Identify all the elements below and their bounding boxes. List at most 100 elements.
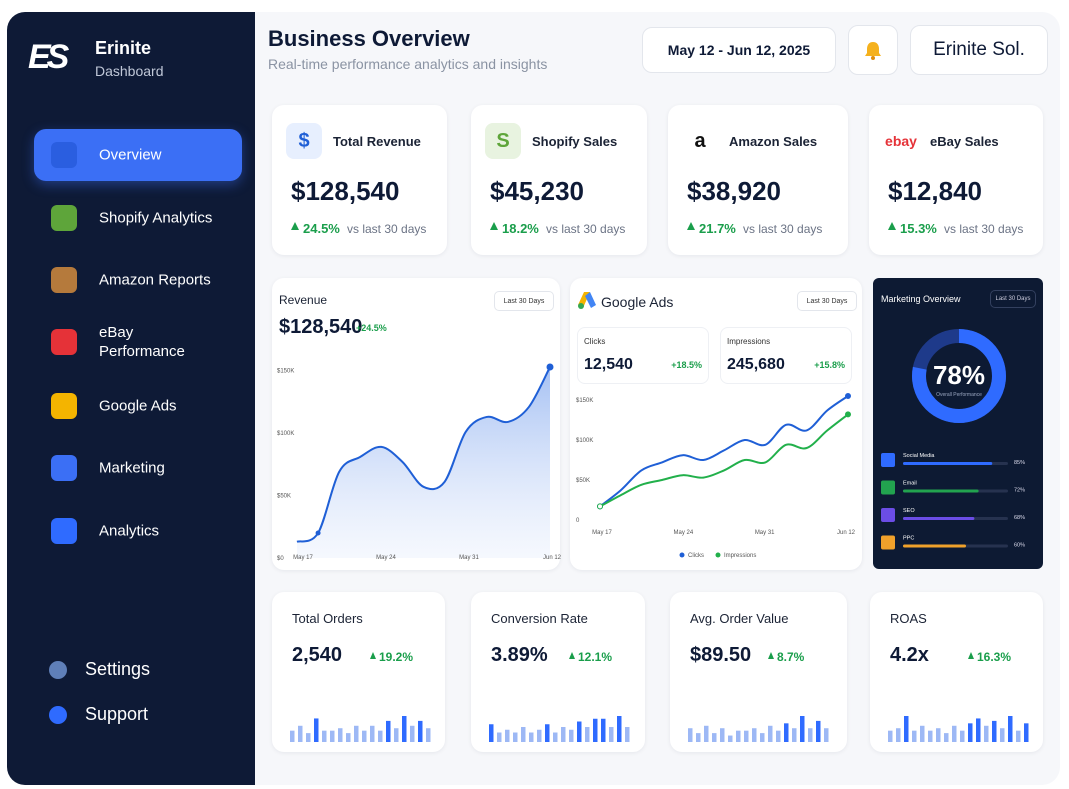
mini-bar bbox=[728, 735, 733, 742]
metric-value: $89.50 bbox=[690, 644, 752, 666]
y-tick-label: $0 bbox=[277, 556, 284, 562]
nav-label: Overview bbox=[99, 146, 162, 164]
mini-bar bbox=[712, 733, 717, 742]
revenue-chart: $0 $50K $100K $150K May 17 May 24 May 31 Jun 12 bbox=[277, 363, 562, 562]
mini-bar bbox=[346, 733, 351, 742]
mini-bar bbox=[402, 716, 407, 742]
y-tick-label: $150K bbox=[576, 398, 593, 404]
period-select[interactable]: Last 30 Days bbox=[494, 291, 554, 311]
x-tick-label: May 31 bbox=[459, 555, 479, 561]
mini-bar bbox=[593, 718, 598, 742]
card-title: Revenue bbox=[279, 293, 328, 307]
nav-item[interactable]: Overview bbox=[34, 129, 242, 181]
revenue-point bbox=[546, 363, 554, 371]
kpi-icon: ebay bbox=[883, 123, 919, 159]
nav-icon bbox=[51, 518, 77, 544]
nav-item[interactable]: Google Ads bbox=[34, 380, 242, 432]
metric-card: Total Orders 2,540 19.2% bbox=[272, 592, 445, 752]
nav-footer-label[interactable]: Settings bbox=[85, 659, 151, 679]
ads-stat: Impressions 245,680 +15.8% bbox=[720, 327, 852, 384]
mini-bar bbox=[609, 727, 614, 742]
date-range[interactable]: May 12 - Jun 12, 2025 bbox=[642, 27, 836, 73]
mini-bar bbox=[585, 727, 590, 742]
y-tick-label: $100K bbox=[277, 431, 294, 437]
stat-value: 245,680 bbox=[727, 356, 785, 373]
mini-bar bbox=[816, 720, 821, 742]
revenue-point bbox=[315, 530, 321, 536]
kpi-note: vs last 30 days bbox=[743, 222, 823, 236]
mini-bar bbox=[776, 730, 781, 742]
bell-icon bbox=[865, 42, 881, 60]
legend-label: Clicks bbox=[688, 553, 704, 559]
mini-bar bbox=[992, 720, 997, 742]
kpi-value: $38,920 bbox=[687, 176, 781, 206]
kpi-value: $12,840 bbox=[888, 176, 982, 206]
mini-bar bbox=[944, 733, 949, 742]
legend-dot bbox=[715, 552, 721, 558]
x-tick-label: Jun 12 bbox=[837, 530, 856, 536]
nav-footer-label[interactable]: Support bbox=[85, 704, 149, 724]
nav-item[interactable]: Marketing bbox=[34, 442, 242, 494]
nav-item[interactable]: eBay Performance bbox=[34, 316, 242, 368]
metric-value: 4.2x bbox=[890, 644, 929, 666]
metric-name: Avg. Order Value bbox=[690, 611, 789, 626]
mini-bar bbox=[386, 720, 391, 742]
legend-dot bbox=[679, 552, 685, 558]
metric-arrow bbox=[370, 652, 376, 659]
mini-bar bbox=[808, 728, 813, 742]
mini-bar bbox=[505, 729, 510, 742]
mini-bar bbox=[760, 733, 765, 742]
mini-bar bbox=[298, 725, 303, 742]
legend-label: Impressions bbox=[724, 553, 756, 559]
stat-name: Clicks bbox=[584, 337, 606, 346]
mini-bar bbox=[314, 718, 319, 742]
mini-bar bbox=[601, 718, 606, 742]
revenue-change: +24.5% bbox=[356, 323, 387, 333]
mini-bar bbox=[928, 730, 933, 742]
nav-icon bbox=[51, 267, 77, 293]
mini-bar bbox=[338, 728, 343, 742]
kpi-arrow bbox=[291, 222, 299, 230]
notifications[interactable] bbox=[848, 25, 898, 75]
nav-icon bbox=[51, 329, 77, 355]
logo-part bbox=[578, 303, 584, 309]
kpi-icon: $ bbox=[286, 123, 322, 159]
kpi-change: 24.5% bbox=[303, 221, 340, 236]
ads-point bbox=[597, 503, 603, 510]
nav-item[interactable]: Amazon Reports bbox=[34, 254, 242, 306]
metric-card: Conversion Rate 3.89% 12.1% bbox=[471, 592, 645, 752]
mini-bar bbox=[394, 728, 399, 742]
mini-bar bbox=[330, 730, 335, 742]
nav-item[interactable]: Shopify Analytics bbox=[34, 192, 242, 244]
kpi-arrow bbox=[888, 222, 896, 230]
revenue-card: Revenue Last 30 Days $128,540 +24.5% $0 $50K $… bbox=[272, 278, 562, 570]
metric-name: Total Orders bbox=[292, 611, 363, 626]
mini-bar bbox=[497, 732, 502, 742]
kpi-card: S Shopify Sales $45,230 18.2% vs last 30 day… bbox=[471, 105, 647, 255]
period-select[interactable]: Last 30 Days bbox=[797, 291, 857, 311]
brand-sub: Dashboard bbox=[95, 63, 164, 79]
ads-stat: Clicks 12,540 +18.5% bbox=[577, 327, 709, 384]
channel-name: Email bbox=[903, 481, 917, 487]
nav-item[interactable]: Analytics bbox=[34, 505, 242, 557]
metric-name: ROAS bbox=[890, 611, 927, 626]
channel-value: 72% bbox=[1014, 488, 1025, 494]
kpi-change: 21.7% bbox=[699, 221, 736, 236]
mini-bar bbox=[513, 732, 518, 742]
mini-bar bbox=[537, 729, 542, 742]
period-select[interactable]: Last 30 Days bbox=[990, 290, 1036, 308]
nav-icon bbox=[49, 706, 67, 724]
account[interactable]: Erinite Sol. bbox=[910, 25, 1048, 75]
nav-icon bbox=[49, 661, 67, 679]
ads-point bbox=[845, 411, 851, 418]
ads-chart: 0 $50K $100K $150K Clicks Impressions May 17 Ma… bbox=[576, 393, 856, 559]
marketing-chart: 78% Overall Performance Social Media 85% Ema… bbox=[881, 329, 1025, 550]
stat-change: +15.8% bbox=[814, 360, 845, 370]
mini-bar bbox=[824, 728, 829, 742]
metric-card: Avg. Order Value $89.50 8.7% bbox=[670, 592, 847, 752]
mini-bar bbox=[904, 716, 909, 742]
mini-bar bbox=[896, 728, 901, 742]
kpi-arrow bbox=[490, 222, 498, 230]
revenue-total: $128,540 bbox=[279, 316, 363, 338]
mini-bar bbox=[306, 733, 311, 742]
